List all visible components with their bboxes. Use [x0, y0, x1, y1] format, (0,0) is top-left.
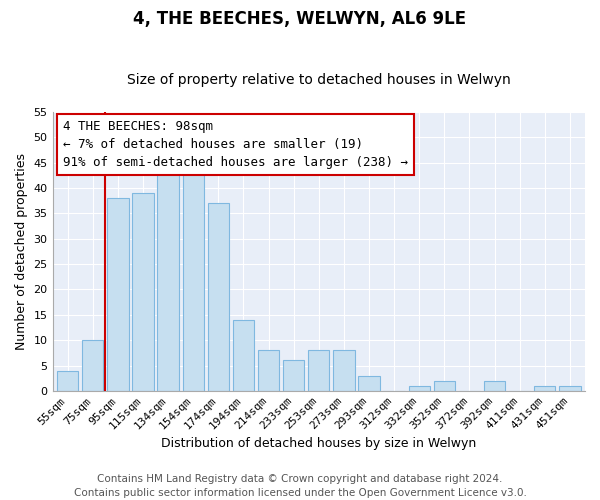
Bar	[484, 380, 505, 391]
Bar	[258, 350, 279, 391]
Bar	[233, 320, 254, 391]
Text: 4, THE BEECHES, WELWYN, AL6 9LE: 4, THE BEECHES, WELWYN, AL6 9LE	[133, 10, 467, 28]
Bar	[333, 350, 355, 391]
Bar	[559, 386, 581, 391]
Bar	[208, 203, 229, 391]
X-axis label: Distribution of detached houses by size in Welwyn: Distribution of detached houses by size …	[161, 437, 476, 450]
Bar	[434, 380, 455, 391]
Text: 4 THE BEECHES: 98sqm
← 7% of detached houses are smaller (19)
91% of semi-detach: 4 THE BEECHES: 98sqm ← 7% of detached ho…	[63, 120, 408, 169]
Bar	[308, 350, 329, 391]
Bar	[82, 340, 103, 391]
Bar	[157, 158, 179, 391]
Bar	[534, 386, 556, 391]
Bar	[182, 172, 204, 391]
Bar	[409, 386, 430, 391]
Bar	[132, 193, 154, 391]
Bar	[57, 370, 78, 391]
Bar	[107, 198, 128, 391]
Y-axis label: Number of detached properties: Number of detached properties	[15, 153, 28, 350]
Title: Size of property relative to detached houses in Welwyn: Size of property relative to detached ho…	[127, 73, 511, 87]
Text: Contains HM Land Registry data © Crown copyright and database right 2024.
Contai: Contains HM Land Registry data © Crown c…	[74, 474, 526, 498]
Bar	[283, 360, 304, 391]
Bar	[358, 376, 380, 391]
